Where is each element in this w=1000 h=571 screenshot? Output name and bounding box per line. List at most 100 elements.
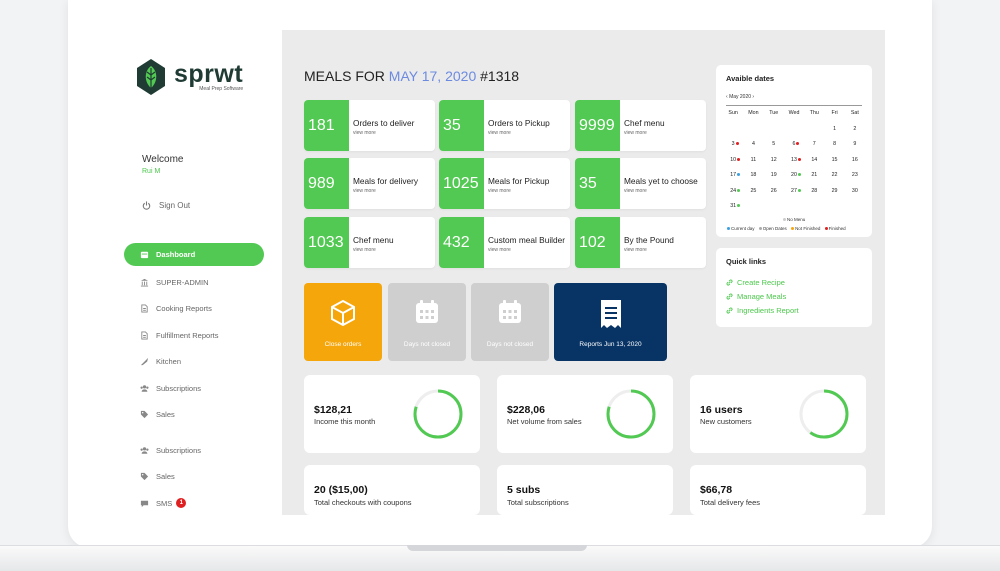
box-icon (331, 299, 355, 327)
calendar-empty-cell (723, 126, 743, 142)
view-more-link[interactable]: view more (624, 130, 647, 136)
status-dot (797, 173, 801, 176)
sign-out-label: Sign Out (159, 201, 191, 210)
days-not-closed-tile[interactable]: Days not closed (471, 283, 549, 361)
brand-logo[interactable]: sprwt Meal Prep Software (134, 58, 243, 96)
document-icon (140, 331, 149, 340)
quick-link-manage-meals[interactable]: Manage Meals (726, 289, 799, 303)
close-orders-tile[interactable]: Close orders (304, 283, 382, 361)
calendar-day[interactable]: 31 (723, 203, 743, 219)
calendar-day[interactable]: 25 (743, 188, 763, 204)
calendar-day[interactable]: 26 (764, 188, 784, 204)
calendar-day[interactable]: 27 (784, 188, 804, 204)
prev-month-button[interactable]: ‹ (726, 94, 728, 100)
calendar-day[interactable]: 9 (845, 141, 865, 157)
metric-card: $128,21 Income this month (304, 375, 480, 453)
stat-label: Custom meal Builder (488, 235, 566, 245)
calendar-day[interactable]: 4 (743, 141, 763, 157)
calendar-day[interactable]: 16 (845, 157, 865, 173)
total-label: Total subscriptions (507, 498, 569, 507)
sidebar-item-sales[interactable]: Sales (124, 402, 264, 429)
calendar-day[interactable]: 21 (804, 172, 824, 188)
sidebar-item-subscriptions-2[interactable]: Subscriptions (124, 437, 264, 464)
view-more-link[interactable]: view more (488, 247, 511, 253)
calendar-day[interactable]: 28 (804, 188, 824, 204)
metric-label: Net volume from sales (507, 417, 582, 426)
view-more-link[interactable]: view more (353, 247, 376, 253)
calendar-day[interactable]: 10 (723, 157, 743, 173)
link-icon (726, 293, 733, 299)
sidebar-item-cooking-reports[interactable]: Cooking Reports (124, 296, 264, 323)
calendar-day[interactable]: 17 (723, 172, 743, 188)
quick-link-create-recipe[interactable]: Create Recipe (726, 275, 799, 289)
stat-card[interactable]: 432 Custom meal Builder view more (439, 217, 570, 268)
calendar-day[interactable]: 29 (824, 188, 844, 204)
sidebar-item-label: SUPER-ADMIN (156, 277, 209, 287)
calendar-day[interactable]: 8 (824, 141, 844, 157)
legend-label: Finished (828, 226, 846, 231)
power-icon (142, 201, 151, 210)
calendar-day[interactable]: 15 (824, 157, 844, 173)
sidebar-item-label: Subscriptions (156, 445, 202, 455)
view-more-link[interactable]: view more (488, 188, 511, 194)
calendar-day[interactable]: 19 (764, 172, 784, 188)
calendar-day[interactable]: 20 (784, 172, 804, 188)
calendar-day[interactable]: 30 (845, 188, 865, 204)
calendar-day[interactable]: 14 (804, 157, 824, 173)
view-more-link[interactable]: view more (353, 188, 376, 194)
day-number: 10 (730, 156, 737, 163)
day-number: 6 (792, 141, 796, 147)
calendar-icon (140, 250, 149, 259)
sidebar-item-subscriptions[interactable]: Subscriptions (124, 375, 264, 402)
calendar-day[interactable]: 12 (764, 157, 784, 173)
sidebar-item-super-admin[interactable]: SUPER-ADMIN (124, 269, 264, 296)
sidebar-item-fulfillment-reports[interactable]: Fulfillment Reports (124, 322, 264, 349)
quick-link-ingredients-report[interactable]: Ingredients Report (726, 303, 799, 317)
calendar-day[interactable]: 3 (723, 141, 743, 157)
view-more-link[interactable]: view more (624, 188, 647, 194)
day-number: 30 (851, 187, 858, 194)
view-more-link[interactable]: view more (353, 130, 376, 136)
nav-spacer (124, 428, 264, 437)
calendar-day[interactable]: 1 (824, 126, 844, 142)
knife-icon (140, 357, 149, 366)
stat-card[interactable]: 35 Orders to Pickup view more (439, 100, 570, 151)
view-more-link[interactable]: view more (488, 130, 511, 136)
sidebar-item-kitchen[interactable]: Kitchen (124, 349, 264, 376)
sidebar-item-label: Sales (156, 472, 175, 482)
calendar-day[interactable]: 6 (784, 141, 804, 157)
stat-card[interactable]: 9999 Chef menu view more (575, 100, 706, 151)
sidebar-item-dashboard[interactable]: Dashboard (124, 243, 264, 266)
stat-card[interactable]: 1033 Chef menu view more (304, 217, 435, 268)
calendar-day[interactable]: 11 (743, 157, 763, 173)
legend-dot (824, 227, 828, 230)
stat-card[interactable]: 989 Meals for delivery view more (304, 158, 435, 209)
total-value: 5 subs (507, 484, 541, 496)
calendar-day[interactable]: 24 (723, 188, 743, 204)
calendar-day[interactable]: 18 (743, 172, 763, 188)
page-title-date[interactable]: MAY 17, 2020 (388, 68, 477, 84)
stat-card[interactable]: 1025 Meals for Pickup view more (439, 158, 570, 209)
days-not-closed-tile[interactable]: Days not closed (388, 283, 466, 361)
stat-label: Meals for Pickup (488, 176, 550, 186)
view-more-link[interactable]: view more (624, 247, 647, 253)
sidebar-item-sales-2[interactable]: Sales (124, 464, 264, 491)
legend-dot (782, 218, 786, 221)
next-month-button[interactable]: › (752, 94, 755, 100)
stat-card[interactable]: 35 Meals yet to choose view more (575, 158, 706, 209)
day-number: 20 (791, 172, 797, 178)
total-label: Total checkouts with coupons (314, 498, 412, 507)
calendar-day[interactable]: 2 (845, 126, 865, 142)
sidebar-item-sms[interactable]: SMS 1 (124, 490, 264, 517)
stat-card[interactable]: 102 By the Pound view more (575, 217, 706, 268)
calendar-day[interactable]: 7 (804, 141, 824, 157)
calendar-day[interactable]: 5 (764, 141, 784, 157)
reports-tile[interactable]: Reports Jun 13, 2020 (554, 283, 667, 361)
calendar-day[interactable]: 13 (784, 157, 804, 173)
stat-value: 432 (439, 217, 484, 268)
stat-card[interactable]: 181 Orders to deliver view more (304, 100, 435, 151)
sign-out-button[interactable]: Sign Out (142, 201, 190, 210)
stat-label: Meals for delivery (353, 176, 419, 186)
calendar-day[interactable]: 22 (824, 172, 844, 188)
calendar-day[interactable]: 23 (845, 172, 865, 188)
